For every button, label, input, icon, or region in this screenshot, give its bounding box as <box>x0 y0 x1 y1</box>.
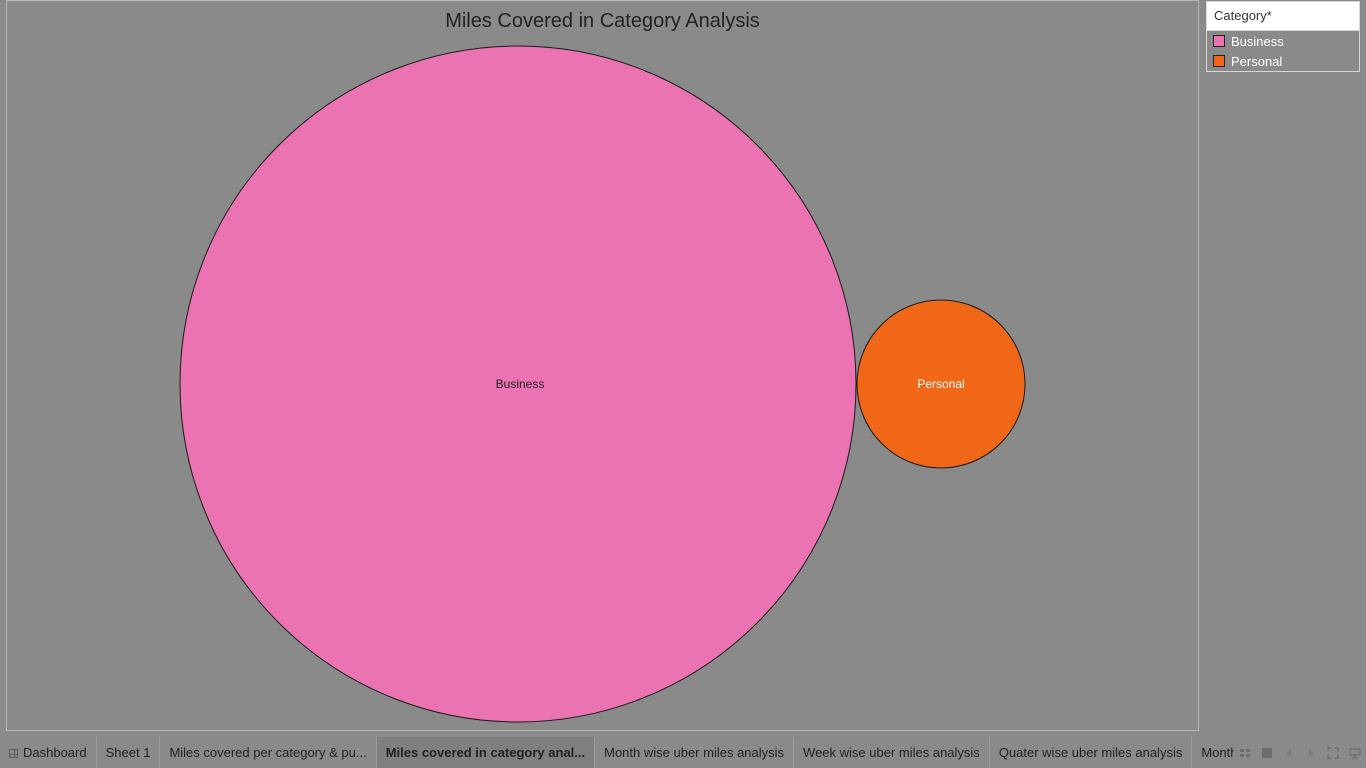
category-legend: Category* Business Personal <box>1206 1 1360 72</box>
tab-quarter-wise-miles[interactable]: Quater wise uber miles analysis <box>990 737 1193 768</box>
sheet-tab-bar: Dashboard Sheet 1 Miles covered per cate… <box>0 737 1366 768</box>
bubble-label-business: Business <box>496 377 545 391</box>
legend-item-personal[interactable]: Personal <box>1207 51 1359 71</box>
tab-dashboard[interactable]: Dashboard <box>0 737 97 768</box>
tab-miles-per-category-purpose[interactable]: Miles covered per category & pu... <box>160 737 377 768</box>
legend-title[interactable]: Category* <box>1207 2 1359 31</box>
tab-week-wise-miles[interactable]: Week wise uber miles analysis <box>794 737 990 768</box>
tab-label: Dashboard <box>23 745 87 760</box>
show-sheet-sorter-icon[interactable] <box>1239 747 1251 759</box>
tab-label: Week wise uber miles analysis <box>803 745 980 760</box>
tab-label: Miles covered in category anal... <box>385 745 586 760</box>
bubble-chart: Business Personal <box>179 45 1026 723</box>
fullscreen-icon[interactable] <box>1327 746 1339 759</box>
tab-label: Miles covered per category & pu... <box>169 745 367 760</box>
presentation-mode-icon[interactable] <box>1349 747 1361 759</box>
tab-controls <box>1234 737 1366 768</box>
legend-item-business[interactable]: Business <box>1207 31 1359 51</box>
bubble-business[interactable] <box>179 45 857 723</box>
prev-sheet-icon[interactable] <box>1283 747 1295 759</box>
legend-swatch-personal <box>1213 55 1225 67</box>
legend-label-business: Business <box>1231 33 1284 49</box>
next-sheet-icon[interactable] <box>1305 747 1317 759</box>
dashboard-grid-icon <box>9 749 18 758</box>
tab-sheet-1[interactable]: Sheet 1 <box>97 737 161 768</box>
tab-label: Quater wise uber miles analysis <box>998 745 1183 760</box>
viz-title: Miles Covered in Category Analysis <box>445 10 760 32</box>
legend-label-personal: Personal <box>1231 53 1283 69</box>
legend-swatch-business <box>1213 35 1225 47</box>
bubble-personal[interactable] <box>856 299 1026 469</box>
bubble-label-personal: Personal <box>917 377 964 391</box>
show-tabs-icon[interactable] <box>1261 747 1273 759</box>
viz-frame <box>6 0 1199 731</box>
tab-miles-category-analysis[interactable]: Miles covered in category anal... <box>376 737 596 768</box>
tab-label: Month wise uber miles analysis <box>604 745 785 760</box>
tab-label: Sheet 1 <box>105 745 151 760</box>
tab-month-wise-miles[interactable]: Month wise uber miles analysis <box>595 737 795 768</box>
